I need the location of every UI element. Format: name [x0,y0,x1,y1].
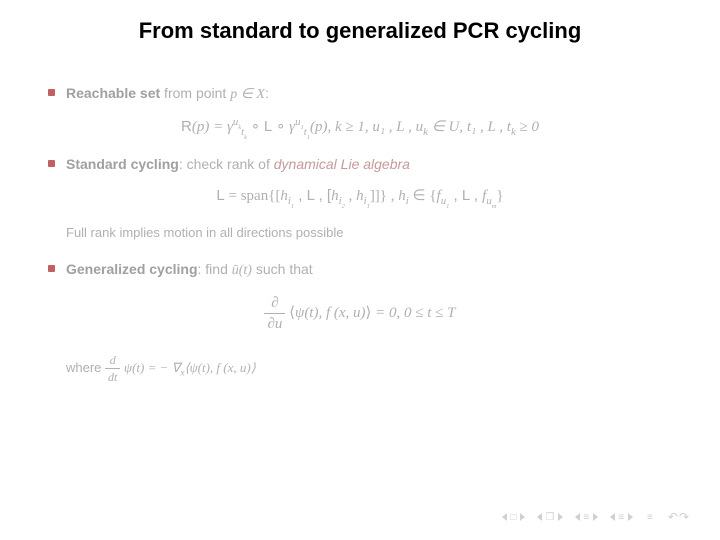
text: : find [198,261,232,277]
doc-icon: ❐ [543,512,557,523]
next-icon [558,513,563,521]
frame-icon: □ [508,512,519,523]
lines-icon: ≡ [581,512,592,523]
slide-title: From standard to generalized PCR cycling [0,18,720,44]
next-icon [593,513,598,521]
bullet-label: Standard cycling [66,156,179,172]
note-full-rank: Full rank implies motion in all directio… [48,224,672,242]
nav-frame[interactable]: □ [502,512,525,523]
bullet-reachable-set: Reachable set from point p ∈ X: [48,84,672,105]
next-icon [520,513,525,521]
undo-redo-icon[interactable]: ↶↷ [668,510,690,524]
math: p ∈ X [230,87,265,102]
equation-generalized: ∂ ∂u ⟨ψ(t), f (x, u)⟩ = 0, 0 ≤ t ≤ T [48,293,672,335]
prev-icon [502,513,507,521]
prev-icon [575,513,580,521]
text: : [265,85,269,101]
equation-reachable: R(p) = γuktk ∘ L ∘ γu1t1(p), k ≥ 1, u₁ ,… [48,117,672,137]
prev-icon [610,513,615,521]
beamer-nav: □ ❐ ≡ ≡ ≡ ↶↷ [502,510,690,524]
text: : check rank of [179,156,274,172]
equation-costate: where d dt ψ(t) = − ∇x⟨ψ(t), f (x, u)⟩ [48,352,672,385]
equation-lie-algebra: L = span{[hi1 , L , [hi2 , hi1]]} , hi ∈… [48,186,672,206]
nav-subsection[interactable]: ❐ [537,512,563,523]
next-icon [628,513,633,521]
math: ū(t) [232,263,252,278]
text: from point [160,85,230,101]
accent-text: dynamical Lie algebra [274,156,410,172]
prev-icon [537,513,542,521]
bullet-generalized-cycling: Generalized cycling: find ū(t) such that [48,260,672,281]
text: such that [252,261,313,277]
nav-doc[interactable]: ≡ [610,512,633,523]
appendix-icon[interactable]: ≡ [645,512,656,523]
nav-section[interactable]: ≡ [575,512,598,523]
bullet-label: Reachable set [66,85,160,101]
slide: From standard to generalized PCR cycling… [0,0,720,540]
slide-body: Reachable set from point p ∈ X: R(p) = γ… [48,84,672,404]
bullet-label: Generalized cycling [66,261,198,277]
bullet-standard-cycling: Standard cycling: check rank of dynamica… [48,155,672,174]
lines-icon: ≡ [616,512,627,523]
